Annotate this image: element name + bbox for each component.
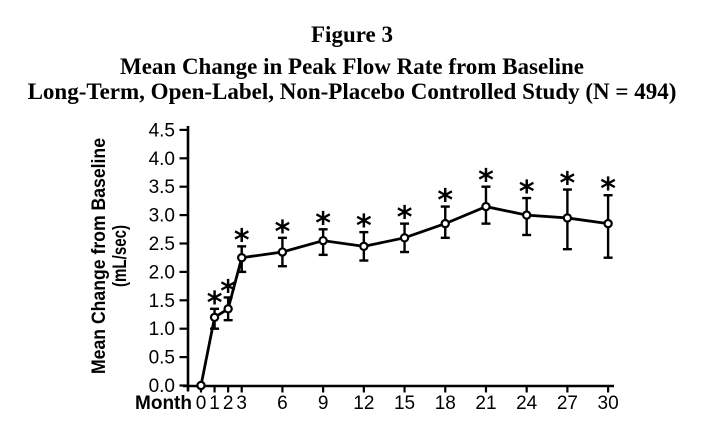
data-point-month-3 (237, 253, 247, 263)
x-tick-label: 0 (196, 393, 207, 414)
x-tick-label: 30 (598, 393, 619, 414)
x-tick-label: 9 (318, 393, 329, 414)
y-tick-label: 4.0 (149, 149, 175, 170)
y-tick-label: 2.5 (149, 234, 175, 255)
x-tick-label: 2 (223, 393, 234, 414)
significance-asterisk-month-15: * (397, 201, 413, 236)
data-point-month-30 (603, 218, 613, 229)
y-axis-title-line1: Mean Change from Baseline (89, 138, 110, 374)
x-tick-label: 21 (475, 393, 496, 414)
data-point-month-2 (223, 304, 233, 314)
significance-asterisk-month-3: * (234, 223, 250, 258)
significance-asterisk-month-6: * (275, 215, 291, 250)
data-point-month-24 (521, 210, 532, 220)
y-tick-label: 1.0 (149, 319, 175, 340)
data-point-month-27 (562, 213, 573, 223)
significance-asterisk-month-2: * (220, 274, 236, 309)
data-point-month-0 (196, 380, 206, 391)
significance-asterisk-month-18: * (437, 184, 453, 219)
y-axis-title-line2: (mL/sec) (110, 225, 131, 287)
x-tick-label: 6 (277, 393, 288, 414)
chart-subtitle: Long-Term, Open-Label, Non-Placebo Contr… (27, 79, 677, 104)
significance-asterisk-month-21: * (478, 164, 494, 199)
data-point-month-21 (481, 201, 491, 212)
y-tick-label: 1.5 (149, 291, 175, 312)
figure-label: Figure 3 (311, 22, 393, 47)
data-point-month-15 (399, 233, 410, 243)
y-tick-label: 3.0 (149, 206, 175, 227)
x-axis-title: Month (135, 393, 192, 414)
y-tick-label: 4.5 (149, 120, 175, 141)
significance-asterisk-month-24: * (519, 175, 535, 210)
y-tick-label: 0.5 (149, 348, 175, 369)
x-tick-label: 27 (557, 393, 578, 414)
significance-asterisk-month-9: * (315, 206, 331, 241)
data-point-month-1 (209, 312, 220, 323)
x-tick-label: 3 (236, 393, 247, 414)
figure-header: Figure 3 Mean Change in Peak Flow Rate f… (0, 0, 704, 104)
significance-asterisk-month-27: * (560, 167, 576, 202)
data-point-month-6 (277, 247, 288, 257)
x-tick-label: 24 (516, 393, 538, 414)
y-tick-label: 0.0 (149, 376, 175, 397)
chart-title: Mean Change in Peak Flow Rate from Basel… (119, 54, 584, 79)
x-tick-label: 15 (394, 393, 415, 414)
significance-asterisk-month-1: * (207, 286, 223, 321)
significance-asterisk-month-30: * (600, 172, 616, 207)
y-tick-label: 2.0 (149, 262, 175, 283)
significance-asterisk-month-12: * (356, 209, 372, 244)
data-point-month-9 (318, 235, 328, 246)
data-point-month-12 (359, 241, 369, 252)
data-point-month-18 (440, 218, 450, 229)
x-tick-label: 1 (209, 393, 220, 414)
x-tick-label: 12 (353, 393, 374, 414)
y-tick-label: 3.5 (149, 177, 175, 198)
x-tick-label: 18 (435, 393, 456, 414)
